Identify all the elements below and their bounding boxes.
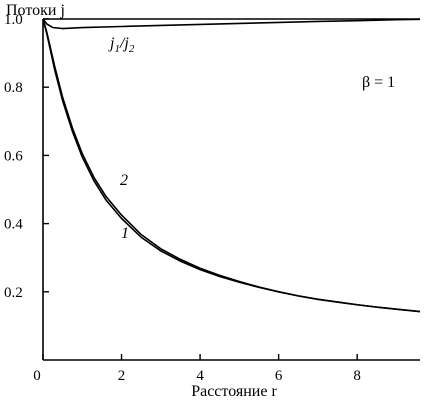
curve-1-label: 1 (121, 225, 129, 242)
series-group (42, 18, 421, 313)
y-tick-label: 0.2 (4, 285, 23, 301)
series-line-1 (42, 18, 421, 313)
series-line-3 (42, 18, 421, 30)
x-tick-label: 6 (275, 368, 283, 384)
x-tick-label: 4 (196, 368, 204, 384)
y-tick-label: 1.0 (4, 12, 23, 28)
x-tick-label: 2 (118, 368, 126, 384)
y-tick-label: 0.6 (4, 148, 23, 164)
ticks (42, 18, 358, 360)
x-tick-label: 8 (353, 368, 361, 384)
x-axis-title: Расстояние r (191, 383, 277, 400)
y-axis-title: Потоки j (6, 2, 65, 19)
tick-labels: 0 2 4 6 8 0.2 0.4 0.6 0.8 1.0 (4, 12, 361, 384)
y-axis-title-word: Потоки j (6, 2, 65, 19)
ratio-label: j1/j2 (108, 35, 135, 55)
y-tick-label: 0.8 (4, 80, 23, 96)
y-tick-label: 0.4 (4, 217, 23, 233)
x-tick-label: 0 (33, 368, 41, 384)
beta-label: β = 1 (362, 74, 395, 91)
series-line-2 (42, 18, 421, 313)
curve-2-label: 2 (120, 172, 128, 189)
